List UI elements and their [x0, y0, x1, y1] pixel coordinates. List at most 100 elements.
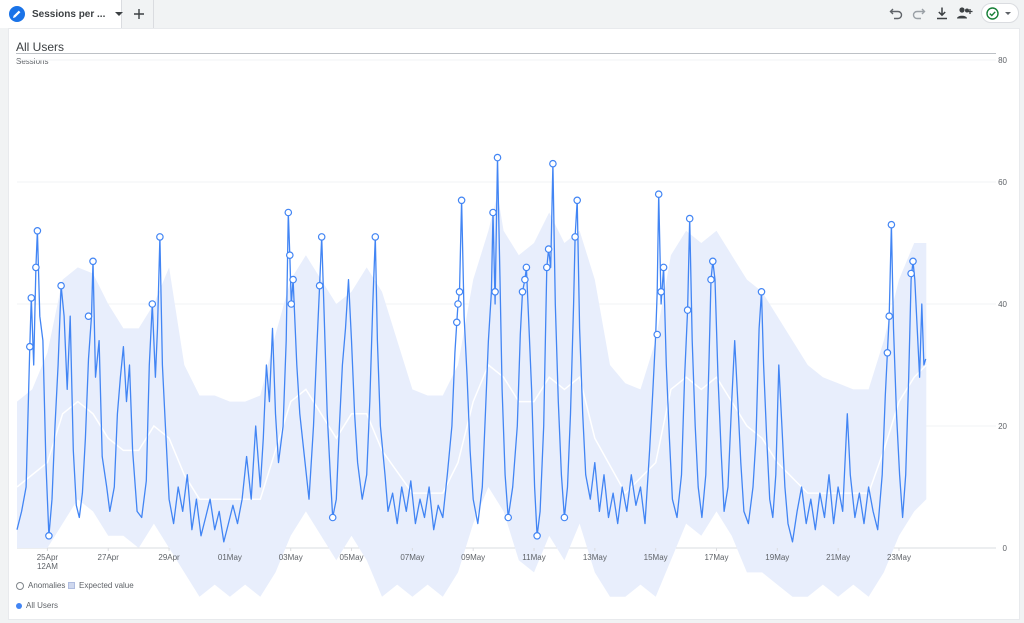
anomaly-point	[549, 159, 557, 168]
anomaly-point	[909, 257, 917, 266]
anomaly-point	[573, 196, 582, 205]
anomaly-point	[522, 263, 531, 272]
chevron-down-icon	[1005, 11, 1011, 15]
y-tick-label: 0	[1003, 544, 1008, 553]
anomaly-point	[493, 153, 502, 162]
anomaly-point	[657, 287, 665, 296]
anomaly-point	[371, 233, 380, 241]
x-tick-label: 17May	[704, 553, 728, 562]
anomaly-point	[533, 531, 541, 540]
y-tick-label: 60	[998, 178, 1007, 187]
x-tick-label: 13May	[583, 553, 607, 562]
series-dot-icon	[16, 602, 22, 609]
legend-series-label: All Users	[26, 601, 59, 610]
anomaly-point	[757, 287, 766, 296]
anomaly-point	[489, 208, 497, 217]
x-tick-label: 11May	[522, 553, 545, 562]
series-line-all-users	[16, 156, 927, 543]
expected-value-line	[16, 363, 927, 500]
anomaly-point	[454, 300, 462, 308]
x-tick-label: 29Apr	[158, 553, 180, 562]
legend-expected[interactable]: Expected value	[68, 581, 134, 590]
x-tick-label: 23May	[887, 553, 911, 562]
anomaly-point	[518, 287, 527, 296]
anomaly-point	[560, 513, 569, 522]
chevron-down-icon[interactable]	[115, 12, 124, 16]
anomaly-point	[491, 287, 499, 296]
x-tick-label: 03May	[279, 553, 303, 562]
anomaly-point	[571, 233, 579, 241]
x-tick-label: 27Apr	[98, 553, 120, 562]
x-tick-label: 09May	[461, 553, 485, 562]
anomaly-point	[148, 300, 157, 308]
anomaly-point	[27, 294, 36, 302]
undo-icon[interactable]	[887, 4, 905, 22]
anomaly-point	[544, 245, 553, 253]
anomaly-point	[542, 263, 551, 272]
anomaly-point	[659, 263, 668, 272]
y-tick-label: 20	[998, 422, 1007, 431]
redo-icon[interactable]	[910, 4, 928, 22]
anomaly-point	[32, 263, 40, 272]
x-tick-sublabel: 12AM	[37, 562, 58, 571]
anomaly-point	[452, 318, 461, 327]
check-circle-icon	[986, 6, 999, 20]
chart-panel: All Users Sessions 0 20 40 60 80 25Apr 12AM 27A…	[8, 28, 1020, 620]
expected-range-band	[17, 194, 927, 597]
anomaly-point	[455, 287, 464, 296]
tab-sessions[interactable]: Sessions per ...	[0, 0, 124, 28]
anomaly-point	[885, 312, 894, 321]
anomaly-point	[504, 513, 513, 522]
add-tab-button[interactable]	[124, 0, 154, 28]
legend-series[interactable]: All Users	[16, 601, 58, 610]
legend-anomalies-label: Anomalies	[28, 581, 66, 590]
anomaly-point	[33, 227, 42, 235]
x-tick-label: 25Apr	[37, 553, 59, 562]
anomaly-point	[156, 233, 164, 241]
status-menu[interactable]	[981, 3, 1019, 23]
anomaly-point	[654, 190, 663, 199]
tab-label: Sessions per ...	[32, 8, 106, 20]
anomaly-point	[285, 251, 294, 260]
anomaly-point	[328, 513, 337, 522]
anomaly-point	[708, 257, 717, 266]
anomaly-point	[284, 208, 293, 217]
y-axis-title: Sessions	[16, 57, 49, 66]
anomaly-point	[315, 281, 324, 290]
panel-title: All Users	[16, 40, 65, 54]
anomaly-point	[57, 281, 65, 290]
anomaly-point	[887, 220, 896, 229]
anomaly-point	[653, 330, 662, 339]
anomaly-point	[317, 233, 326, 241]
y-tick-label: 40	[998, 300, 1007, 309]
top-bar: Sessions per ...	[0, 0, 1024, 28]
anomaly-point	[907, 269, 915, 278]
anomaly-point	[521, 275, 529, 284]
title-divider	[16, 53, 996, 54]
plus-icon	[133, 9, 144, 19]
anomaly-point	[89, 257, 97, 266]
anomaly-point	[84, 312, 93, 321]
x-tick-label: 05May	[340, 553, 364, 562]
anomaly-point	[287, 300, 296, 308]
legend-expected-label: Expected value	[79, 581, 134, 590]
x-tick-label: 21May	[826, 553, 850, 562]
pencil-icon	[9, 6, 25, 22]
x-tick-label: 19May	[765, 553, 789, 562]
anomaly-point	[25, 342, 34, 351]
anomaly-point	[683, 306, 692, 314]
anomaly-point	[707, 275, 715, 284]
x-tick-label: 01May	[218, 553, 242, 562]
anomaly-point	[457, 196, 466, 205]
anomaly-point	[289, 275, 297, 284]
share-users-icon[interactable]	[956, 4, 974, 22]
anomaly-ring-icon	[16, 581, 24, 590]
legend-anomalies[interactable]: Anomalies	[16, 581, 65, 590]
download-icon[interactable]	[933, 4, 951, 22]
x-tick-label: 07May	[400, 553, 424, 562]
anomaly-point	[883, 348, 892, 357]
anomaly-point	[45, 531, 53, 540]
expected-band-icon	[68, 582, 75, 589]
x-tick-label: 15May	[644, 553, 668, 562]
